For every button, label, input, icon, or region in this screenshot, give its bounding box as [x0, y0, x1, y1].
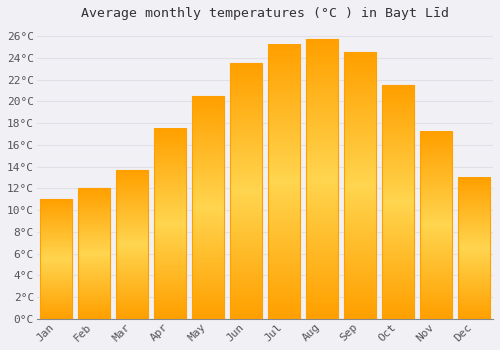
Bar	[154, 128, 186, 319]
Bar	[116, 170, 148, 319]
Bar	[382, 85, 414, 319]
Bar	[230, 63, 262, 319]
Bar	[192, 96, 224, 319]
Bar	[306, 40, 338, 319]
Bar	[420, 132, 452, 319]
Title: Average monthly temperatures (°C ) in Bayt Līd: Average monthly temperatures (°C ) in Ba…	[81, 7, 449, 20]
Bar	[458, 177, 490, 319]
Bar	[40, 199, 72, 319]
Bar	[344, 52, 376, 319]
Bar	[268, 45, 300, 319]
Bar	[78, 188, 110, 319]
